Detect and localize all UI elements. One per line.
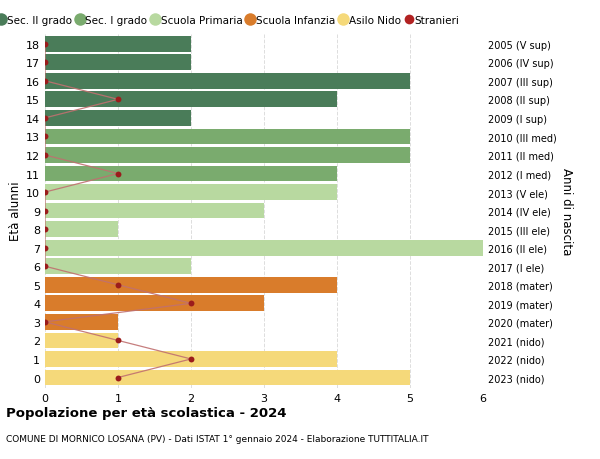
Point [113, 281, 123, 289]
Bar [45, 240, 483, 256]
Bar [45, 185, 337, 201]
Bar [45, 166, 337, 182]
Point [113, 337, 123, 344]
Point [40, 59, 50, 67]
Bar [45, 314, 118, 330]
Point [40, 134, 50, 141]
Bar [45, 37, 191, 52]
Bar [45, 296, 264, 312]
Bar [45, 333, 118, 348]
Point [40, 189, 50, 196]
Y-axis label: Anni di nascita: Anni di nascita [560, 168, 573, 255]
Point [40, 263, 50, 270]
Bar [45, 111, 191, 127]
Text: COMUNE DI MORNICO LOSANA (PV) - Dati ISTAT 1° gennaio 2024 - Elaborazione TUTTIT: COMUNE DI MORNICO LOSANA (PV) - Dati IST… [6, 434, 428, 443]
Point [113, 96, 123, 104]
Bar [45, 351, 337, 367]
Bar [45, 148, 410, 163]
Bar [45, 74, 410, 90]
Text: Popolazione per età scolastica - 2024: Popolazione per età scolastica - 2024 [6, 406, 287, 419]
Bar [45, 259, 191, 274]
Point [40, 226, 50, 233]
Bar [45, 277, 337, 293]
Y-axis label: Età alunni: Età alunni [9, 181, 22, 241]
Point [113, 170, 123, 178]
Bar [45, 55, 191, 71]
Legend: Sec. II grado, Sec. I grado, Scuola Primaria, Scuola Infanzia, Asilo Nido, Stran: Sec. II grado, Sec. I grado, Scuola Prim… [0, 16, 460, 26]
Point [40, 152, 50, 159]
Bar [45, 129, 410, 145]
Bar [45, 92, 337, 108]
Point [40, 207, 50, 215]
Point [186, 300, 196, 308]
Point [40, 41, 50, 48]
Bar [45, 370, 410, 386]
Point [40, 319, 50, 326]
Point [113, 374, 123, 381]
Point [40, 78, 50, 85]
Bar [45, 203, 264, 219]
Bar [45, 222, 118, 237]
Point [40, 115, 50, 122]
Point [40, 245, 50, 252]
Point [186, 356, 196, 363]
